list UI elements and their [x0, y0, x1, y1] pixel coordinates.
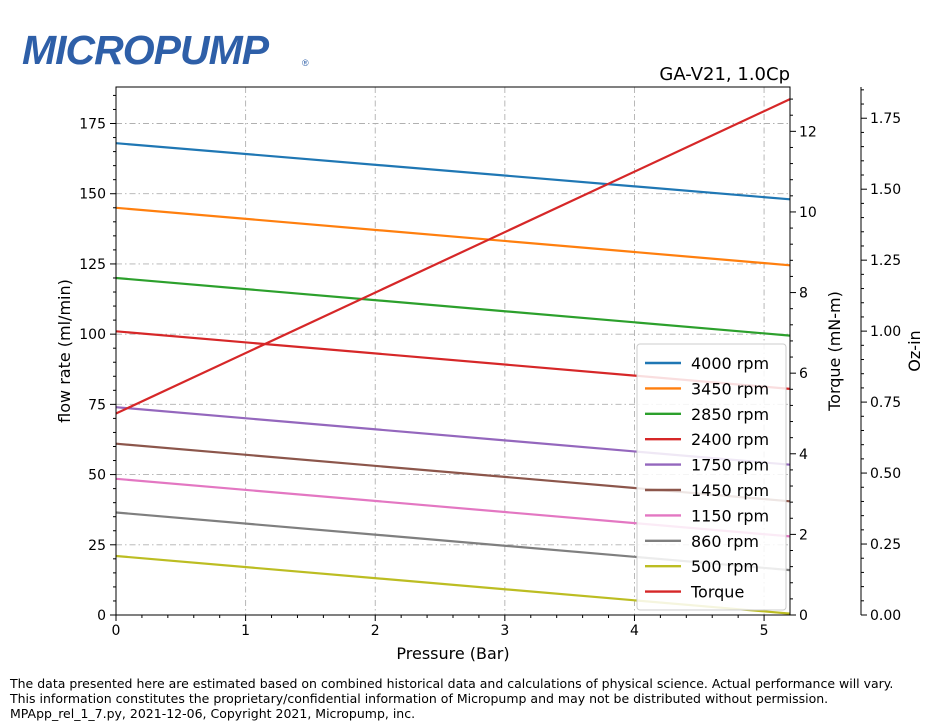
legend-label-2850-rpm: 2850 rpm: [691, 405, 769, 424]
y-tick-label-0: 0: [97, 608, 106, 624]
y2-tick-label-5: 10: [799, 205, 817, 221]
y-tick-label-5: 125: [79, 257, 106, 273]
y-tick-label-1: 25: [88, 538, 106, 554]
y3-tick-label-6: 1.50: [870, 182, 901, 198]
legend-label-torque: Torque: [690, 583, 744, 602]
series-line-torque: [115, 98, 791, 415]
y3-tick-label-2: 0.50: [870, 466, 901, 482]
legend-label-1450-rpm: 1450 rpm: [691, 481, 769, 500]
y3-tick-label-4: 1.00: [870, 324, 901, 340]
legend: 4000 rpm 3450 rpm 2850 rpm 2400 rpm 1750 rpm…: [636, 343, 787, 611]
logo-wordmark: MICROPUMP: [22, 30, 270, 70]
logo-registered-mark: ®: [302, 58, 309, 68]
legend-label-3450-rpm: 3450 rpm: [691, 379, 769, 398]
x-tick-label-0: 0: [112, 623, 121, 639]
chart-title: GA-V21, 1.0Cp: [659, 64, 790, 85]
y2-tick-label-4: 8: [799, 286, 808, 302]
y2-tick-label-2: 4: [799, 447, 808, 463]
series-line-4000-rpm: [115, 142, 791, 201]
y3-tick-label-7: 1.75: [870, 111, 901, 127]
x-tick-label-3: 3: [500, 623, 509, 639]
y-tick-label-4: 100: [79, 327, 106, 343]
y-tick-label-7: 175: [79, 117, 106, 133]
y3-tick-label-5: 1.25: [870, 253, 901, 269]
performance-chart: GA-V21, 1.0Cp 0 1 2 3 4 502550751001251501750…: [55, 64, 924, 663]
legend-box: [636, 343, 787, 611]
micropump-logo: MICROPUMP ®: [22, 30, 309, 70]
legend-label-860-rpm: 860 rpm: [691, 532, 759, 551]
footer-confidential: This information constitutes the proprie…: [10, 691, 829, 706]
legend-label-2400-rpm: 2400 rpm: [691, 430, 769, 449]
y2-tick-label-1: 2: [799, 527, 808, 543]
x-tick-label-2: 2: [371, 623, 380, 639]
y3-tick-label-0: 0.00: [870, 608, 901, 624]
y-tick-label-6: 150: [79, 187, 106, 203]
y-axis-label: flow rate (ml/min): [55, 279, 74, 423]
x-axis-label: Pressure (Bar): [396, 644, 509, 663]
y2-tick-label-0: 0: [799, 608, 808, 624]
x-tick-label-4: 4: [630, 623, 639, 639]
axes: 0 1 2 3 4 502550751001251501750246810120.000.…: [55, 87, 924, 663]
oz-in-axis-label: Oz-in: [905, 330, 924, 371]
y3-tick-label-1: 0.25: [870, 537, 901, 553]
x-tick-label-1: 1: [241, 623, 250, 639]
torque-axis-label: Torque (mN-m): [825, 291, 844, 412]
legend-label-500-rpm: 500 rpm: [691, 557, 759, 576]
y2-tick-label-3: 6: [799, 366, 808, 382]
y-tick-label-2: 50: [88, 468, 106, 484]
y3-tick-label-3: 0.75: [870, 395, 901, 411]
series-line-2850-rpm: [115, 276, 791, 337]
legend-label-1150-rpm: 1150 rpm: [691, 506, 769, 525]
y-tick-label-3: 75: [88, 397, 106, 413]
footer-copyright: MPApp_rel_1_7.py, 2021-12-06, Copyright …: [10, 706, 416, 721]
x-tick-label-5: 5: [760, 623, 769, 639]
footer-disclaimer: The data presented here are estimated ba…: [10, 676, 894, 691]
legend-label-4000-rpm: 4000 rpm: [691, 354, 769, 373]
series-line-3450-rpm: [115, 206, 791, 267]
legend-label-1750-rpm: 1750 rpm: [691, 456, 769, 475]
y2-tick-label-6: 12: [799, 124, 817, 140]
